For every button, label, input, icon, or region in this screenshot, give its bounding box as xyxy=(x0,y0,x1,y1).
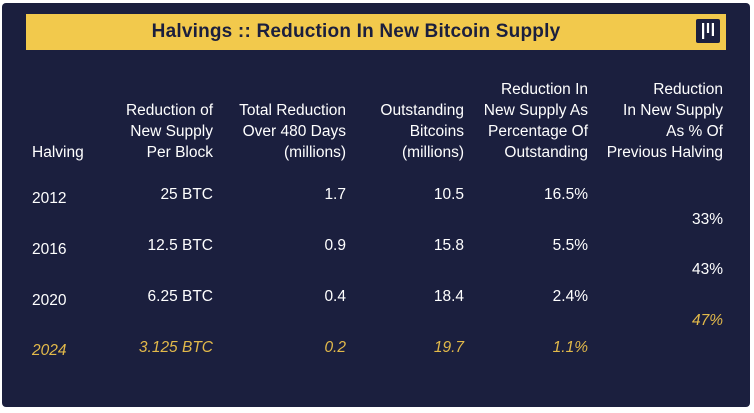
cell-per-block: 12.5 BTC xyxy=(147,237,213,254)
page-title: Halvings :: Reduction In New Bitcoin Sup… xyxy=(151,21,561,42)
cell-total-reduction: 1.7 xyxy=(324,186,346,203)
cell-pct-outstanding: 16.5% xyxy=(544,186,588,203)
cell-year: 2024 xyxy=(32,342,67,359)
header-pct-outstanding: Reduction In New Supply As Percentage Of… xyxy=(483,81,588,161)
cell-year: 2012 xyxy=(32,190,67,207)
cell-pct-previous-halving: 47% xyxy=(691,312,723,329)
header-outstanding-bitcoins: Outstanding Bitcoins (millions) xyxy=(380,102,464,161)
cell-pct-outstanding: 2.4% xyxy=(552,288,588,305)
halvings-table-card: Halvings :: Reduction In New Bitcoin Sup… xyxy=(2,3,750,407)
cell-outstanding: 10.5 xyxy=(433,186,464,203)
header-pct-previous-halving: Reduction In New Supply As % Of Previous… xyxy=(606,81,723,161)
cell-outstanding: 19.7 xyxy=(433,339,464,356)
cell-pct-outstanding: 1.1% xyxy=(552,339,588,356)
cell-pct-previous-halving: 33% xyxy=(691,211,723,228)
cell-pct-previous-halving: 43% xyxy=(691,261,723,278)
cell-per-block: 6.25 BTC xyxy=(147,288,213,305)
header-halving: Halving xyxy=(32,144,84,161)
cell-total-reduction: 0.9 xyxy=(324,237,346,254)
cell-total-reduction: 0.4 xyxy=(324,288,346,305)
pantera-logo-icon xyxy=(696,19,720,43)
cell-outstanding: 15.8 xyxy=(433,237,464,254)
cell-year: 2020 xyxy=(32,292,67,309)
cell-outstanding: 18.4 xyxy=(433,288,464,305)
cell-total-reduction: 0.2 xyxy=(324,339,346,356)
cell-per-block: 25 BTC xyxy=(160,186,213,203)
cell-pct-outstanding: 5.5% xyxy=(552,237,588,254)
title-bar: Halvings :: Reduction In New Bitcoin Sup… xyxy=(26,14,726,50)
cell-per-block: 3.125 BTC xyxy=(138,339,213,356)
cell-year: 2016 xyxy=(32,241,67,258)
header-total-reduction: Total Reduction Over 480 Days (millions) xyxy=(239,102,346,161)
header-reduction-per-block: Reduction of New Supply Per Block xyxy=(125,102,213,161)
